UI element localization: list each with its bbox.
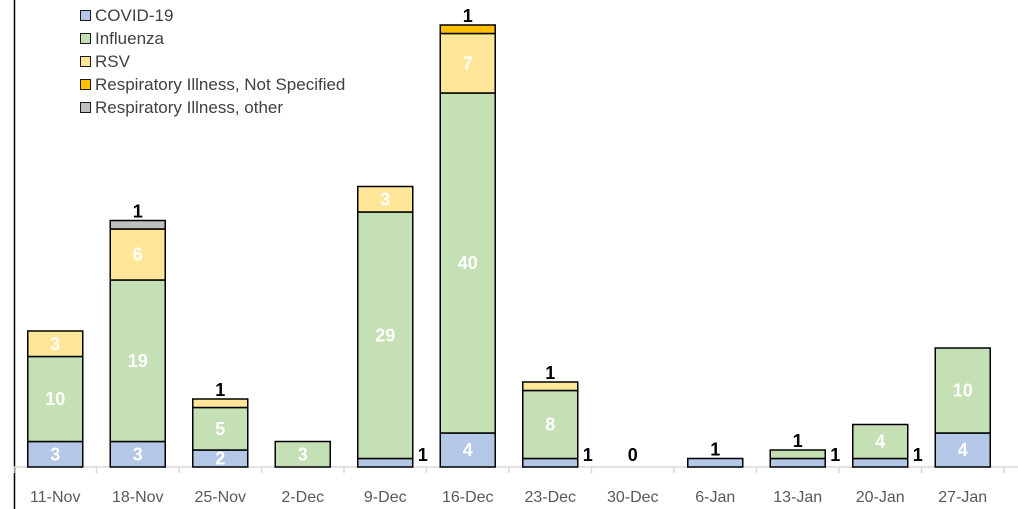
data-label-influenza-25-nov: 5 [215,419,225,439]
legend-swatch-not-specified [80,79,91,90]
legend-item-not-specified: Respiratory Illness, Not Specified [80,73,345,96]
data-label-covid-19-20-jan: 1 [913,445,923,465]
data-label-covid-19-6-jan: 1 [710,440,720,460]
data-label-covid-19-25-nov: 2 [215,449,225,469]
legend-label-covid-19: COVID-19 [95,5,174,25]
bar-segment-covid-19-6-jan [687,457,744,468]
x-tick-label-18-nov: 18-Nov [112,489,164,506]
data-label-respiratory-illness-not-specified-16-dec: 1 [463,6,473,26]
bar-segment-influenza-11-nov [27,355,84,443]
data-label-covid-19-23-dec: 1 [583,445,593,465]
bar-segment-influenza-20-jan [852,423,909,460]
bar-segment-covid-19-16-dec [439,432,496,468]
data-label-covid-19-11-nov: 3 [50,444,60,464]
data-label-influenza-23-dec: 8 [545,415,555,435]
x-tick-label-16-dec: 16-Dec [442,489,494,506]
legend-swatch-influenza [80,33,91,44]
bar-segment-rsv-9-dec [357,185,414,213]
data-label-influenza-11-nov: 10 [45,389,65,409]
data-label-influenza-18-nov: 19 [128,351,148,371]
data-label-influenza-27-jan: 10 [953,381,973,401]
x-tick-label-20-jan: 20-Jan [856,489,905,506]
x-tick-label-13-jan: 13-Jan [773,489,822,506]
legend-label-rsv: RSV [95,51,130,71]
data-label-influenza-9-dec: 29 [375,325,395,345]
bar-segment-rsv-11-nov [27,330,84,358]
bar-segment-influenza-25-nov [192,406,249,451]
legend-item-influenza: Influenza [80,27,345,50]
legend-swatch-covid-19 [80,10,91,21]
legend-label-influenza: Influenza [95,28,164,48]
x-tick-label-9-dec: 9-Dec [364,489,407,506]
x-tick-label-2-dec: 2-Dec [281,489,324,506]
data-label-covid-19-30-dec: 0 [628,445,638,465]
data-label-rsv-11-nov: 3 [50,334,60,354]
bar-segment-covid-19-27-jan [934,432,991,468]
legend-label-other: Respiratory Illness, other [95,97,284,117]
bar-segment-influenza-2-dec [274,440,331,468]
x-tick-label-11-nov: 11-Nov [30,489,80,506]
data-label-influenza-16-dec: 40 [458,253,478,273]
legend-swatch-rsv [80,56,91,67]
x-tick-label-27-jan: 27-Jan [938,489,987,506]
legend-item-other: Respiratory Illness, other [80,96,345,119]
data-label-covid-19-18-nov: 3 [133,444,143,464]
data-label-rsv-16-dec: 7 [463,53,473,73]
bar-segment-covid-19-9-dec [357,457,414,468]
x-tick-label-23-dec: 23-Dec [524,489,576,506]
legend-item-rsv: RSV [80,50,345,73]
data-label-influenza-13-jan: 1 [793,431,803,451]
x-tick-label-30-dec: 30-Dec [607,489,659,506]
bar-segment-influenza-16-dec [439,92,496,434]
bar-segment-rsv-18-nov [109,228,166,281]
data-label-covid-19-27-jan: 4 [958,440,968,460]
bar-segment-covid-19-23-dec [522,457,579,468]
legend-swatch-other [80,102,91,113]
data-label-rsv-25-nov: 1 [215,380,225,400]
data-label-influenza-20-jan: 4 [875,432,885,452]
x-tick-label-25-nov: 25-Nov [194,489,246,506]
bar-segment-covid-19-13-jan [769,457,826,468]
x-tick-label-6-jan: 6-Jan [695,489,735,506]
bar-segment-influenza-27-jan [934,347,991,434]
bar-segment-respiratory-illness-other-18-nov [109,219,166,230]
bar-segment-rsv-16-dec [439,32,496,94]
data-label-rsv-18-nov: 6 [133,245,143,265]
data-label-covid-19-9-dec: 1 [418,445,428,465]
bar-segment-respiratory-illness-not-specified-16-dec [439,24,496,35]
data-label-covid-19-16-dec: 4 [463,440,473,460]
chart-legend: COVID-19 Influenza RSV Respiratory Illne… [80,4,345,119]
bar-segment-covid-19-11-nov [27,440,84,468]
bar-segment-influenza-23-dec [522,389,579,460]
bar-segment-rsv-23-dec [522,381,579,392]
data-label-respiratory-illness-other-18-nov: 1 [133,202,143,222]
data-label-rsv-9-dec: 3 [380,189,390,209]
legend-item-covid-19: COVID-19 [80,4,345,27]
legend-label-not-specified: Respiratory Illness, Not Specified [95,74,346,94]
data-label-covid-19-13-jan: 1 [830,445,840,465]
bar-segment-covid-19-20-jan [852,457,909,468]
data-label-influenza-2-dec: 3 [298,444,308,464]
bar-segment-influenza-13-jan [769,449,826,460]
data-label-rsv-23-dec: 1 [545,363,555,383]
bar-segment-rsv-25-nov [192,398,249,409]
